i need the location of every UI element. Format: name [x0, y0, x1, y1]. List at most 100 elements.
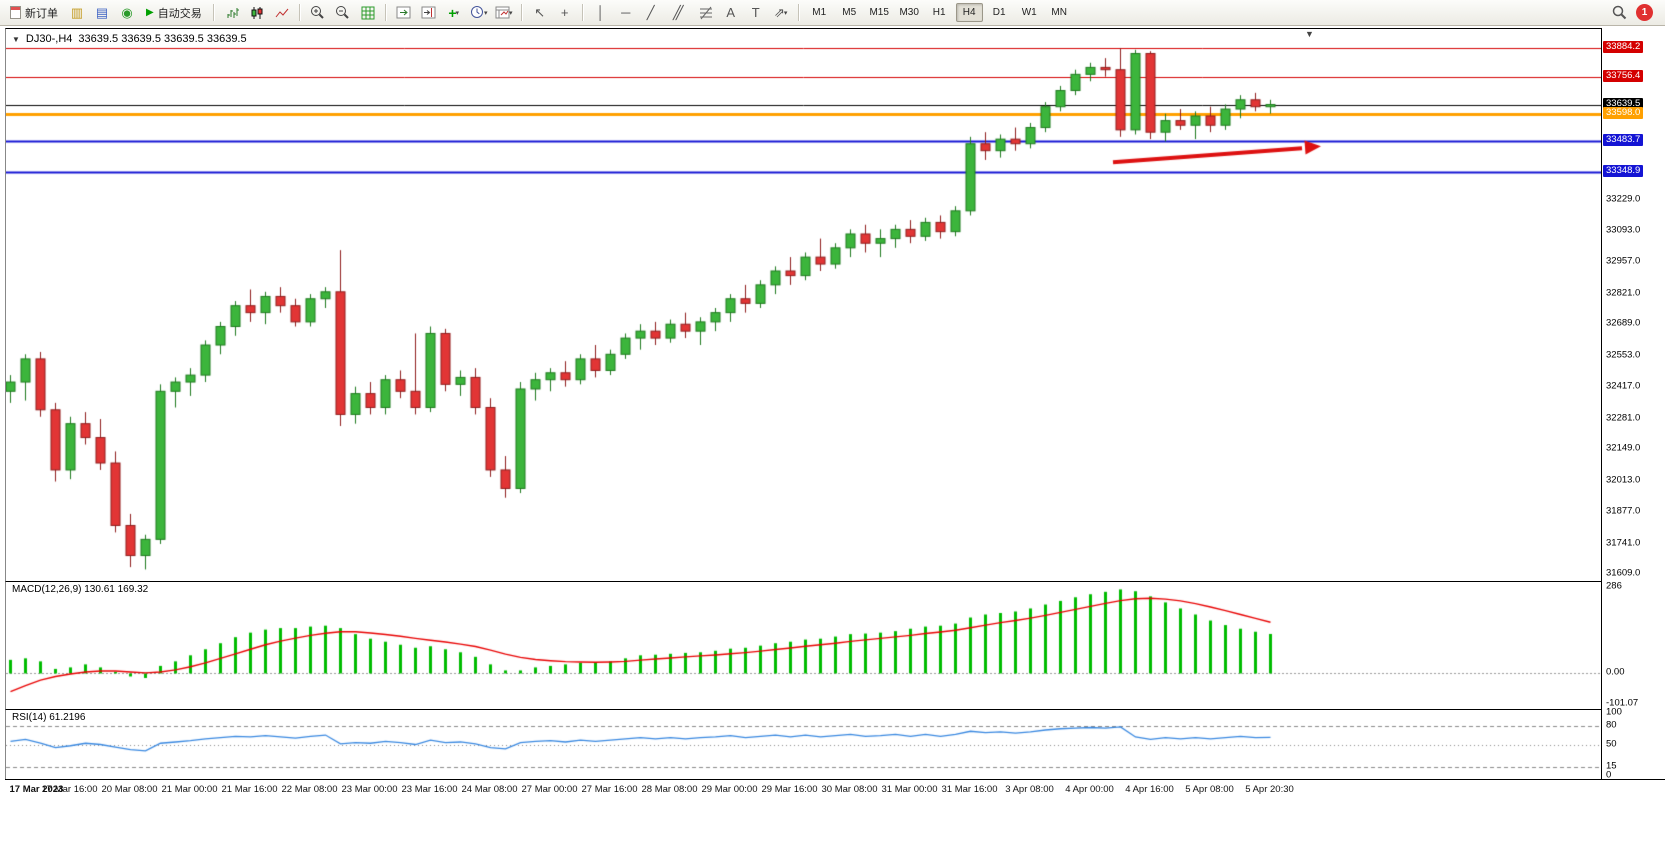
- time-axis-label: 28 Mar 08:00: [641, 784, 698, 795]
- time-axis-label: 4 Apr 00:00: [1065, 784, 1114, 795]
- time-axis-label: 5 Apr 08:00: [1185, 784, 1234, 795]
- timeframe-h4-button[interactable]: H4: [955, 3, 983, 22]
- price-tick-label: 31877.0: [1606, 505, 1641, 517]
- symbol-label: ▼ DJ30-,H4 33639.5 33639.5 33639.5 33639…: [12, 33, 247, 45]
- macd-tick-label: -101.07: [1606, 697, 1639, 709]
- notification-badge[interactable]: 1: [1636, 4, 1653, 21]
- auto-trading-button[interactable]: ▶ 自动交易: [140, 3, 208, 23]
- timeframe-w1-button[interactable]: W1: [1021, 7, 1037, 18]
- bar-chart-icon[interactable]: [220, 2, 244, 24]
- indicators-add-icon[interactable]: + ▾: [448, 4, 460, 21]
- auto-scroll-icon[interactable]: [392, 2, 416, 24]
- trendline-tool-icon[interactable]: ╱: [646, 4, 655, 20]
- symbol-dropdown-icon[interactable]: ▼: [12, 34, 20, 44]
- rsi-panel: [5, 709, 1601, 779]
- rsi-tick-label: 100: [1606, 706, 1622, 718]
- macd-panel: [5, 581, 1601, 709]
- rsi-canvas[interactable]: [6, 710, 1601, 779]
- price-tick-label: 32149.0: [1606, 442, 1641, 454]
- fibonacci-tool-icon[interactable]: [694, 2, 718, 24]
- price-tick-label: 32013.0: [1606, 474, 1641, 486]
- price-tick-label: 32281.0: [1606, 412, 1641, 424]
- timeframe-m15-button[interactable]: M15: [869, 7, 889, 18]
- timeframe-mn-button[interactable]: MN: [1051, 7, 1067, 18]
- new-order-button[interactable]: 新订单: [4, 3, 64, 23]
- time-axis-label: 31 Mar 16:00: [941, 784, 998, 795]
- resistance-line-33756-label: 33756.4: [1603, 70, 1644, 83]
- current-price-label: 33639.5: [1603, 97, 1644, 110]
- time-axis-label: 3 Apr 08:00: [1005, 784, 1054, 795]
- templates-icon[interactable]: ▾: [492, 2, 516, 24]
- time-axis-label: 17 Mar 2023: [9, 784, 64, 795]
- timeframe-m30-button[interactable]: M30: [899, 7, 919, 18]
- new-order-icon: [10, 6, 21, 19]
- toolbar-separator: [384, 4, 387, 21]
- toolbar-separator: [581, 4, 584, 21]
- candlestick-chart-icon[interactable]: [245, 2, 269, 24]
- search-icon[interactable]: [1607, 2, 1631, 24]
- text-tool-icon[interactable]: A: [726, 5, 736, 20]
- symbol-ohlc: 33639.5 33639.5 33639.5 33639.5: [78, 33, 247, 45]
- periods-clock-icon[interactable]: ▾: [467, 2, 491, 24]
- time-axis-label: 30 Mar 08:00: [821, 784, 878, 795]
- macd-tick-label: 0.00: [1606, 666, 1625, 678]
- support-line-33348-label: 33348.9: [1603, 164, 1644, 177]
- timeframe-m5-button[interactable]: M5: [842, 7, 857, 18]
- zoom-out-icon[interactable]: [331, 2, 355, 24]
- text-label-tool-icon[interactable]: T: [751, 5, 760, 20]
- price-tick-label: 31609.0: [1606, 567, 1641, 579]
- dropdown-icon: ▾: [783, 9, 788, 17]
- auto-trading-label: 自动交易: [157, 7, 202, 20]
- time-axis-label: 21 Mar 00:00: [161, 784, 218, 795]
- macd-canvas[interactable]: [6, 582, 1601, 709]
- dropdown-icon: ▾: [455, 9, 460, 17]
- price-tick-label: 31741.0: [1606, 537, 1641, 549]
- zoom-in-icon[interactable]: [306, 2, 330, 24]
- crosshair-icon[interactable]: +: [560, 5, 569, 20]
- price-axis[interactable]: 33229.0 33093.0 32957.0 32821.0 32689.0 32553…: [1601, 28, 1665, 781]
- price-tick-label: 32417.0: [1606, 380, 1641, 392]
- channel-tool-icon[interactable]: ╱╱: [672, 4, 684, 20]
- toolbar-separator: [797, 4, 800, 21]
- rsi-indicator-label: RSI(14) 61.2196: [12, 712, 86, 723]
- macd-indicator-label: MACD(12,26,9) 130.61 169.32: [12, 584, 149, 595]
- price-chart-canvas[interactable]: [6, 29, 1601, 581]
- rsi-tick-label: 50: [1606, 738, 1617, 749]
- new-order-label: 新订单: [25, 7, 58, 20]
- time-axis-label: 21 Mar 16:00: [221, 784, 278, 795]
- time-axis-label: 31 Mar 00:00: [881, 784, 938, 795]
- timeframe-h1-button[interactable]: H1: [932, 7, 946, 18]
- horizontal-line-tool-icon[interactable]: ─: [621, 5, 631, 20]
- chart-shift-marker[interactable]: ▼: [1305, 29, 1314, 39]
- shapes-tool-icon[interactable]: ⇗ ▾: [773, 4, 788, 20]
- time-axis-label: 27 Mar 16:00: [581, 784, 638, 795]
- navigator-icon[interactable]: ◉: [121, 4, 133, 20]
- grid-icon[interactable]: [356, 2, 380, 24]
- charts-window-icon[interactable]: ▥: [70, 4, 84, 20]
- price-tick-label: 32957.0: [1606, 255, 1641, 267]
- time-axis[interactable]: 17 Mar 2023 17 Mar 16:00 20 Mar 08:00 21 Ma…: [5, 779, 1665, 800]
- price-tick-label: 32821.0: [1606, 287, 1641, 299]
- vertical-line-tool-icon[interactable]: │: [596, 5, 605, 20]
- time-axis-label: 27 Mar 00:00: [521, 784, 578, 795]
- support-line-33483-label: 33483.7: [1603, 133, 1644, 146]
- toolbar-separator: [212, 4, 215, 21]
- resistance-line-33884-label: 33884.2: [1603, 40, 1644, 53]
- market-watch-icon[interactable]: ▤: [95, 4, 109, 20]
- cursor-icon[interactable]: ↖: [534, 4, 546, 20]
- symbol-name: DJ30-,H4: [25, 33, 73, 45]
- dropdown-icon: ▾: [508, 9, 513, 17]
- timeframe-m1-button[interactable]: M1: [812, 7, 827, 18]
- timeframe-d1-button[interactable]: D1: [992, 7, 1006, 18]
- time-axis-label: 4 Apr 16:00: [1125, 784, 1174, 795]
- price-tick-label: 33093.0: [1606, 224, 1641, 236]
- dropdown-icon: ▾: [483, 9, 488, 17]
- line-chart-icon[interactable]: [270, 2, 294, 24]
- toolbar-separator: [298, 4, 301, 21]
- time-axis-label: 20 Mar 08:00: [101, 784, 158, 795]
- price-chart-panel: [5, 28, 1601, 581]
- orange-level-label: 33598.0: [1603, 107, 1644, 120]
- chart-shift-icon[interactable]: [417, 2, 441, 24]
- price-tick-label: 32689.0: [1606, 317, 1641, 329]
- time-axis-label: 17 Mar 16:00: [41, 784, 98, 795]
